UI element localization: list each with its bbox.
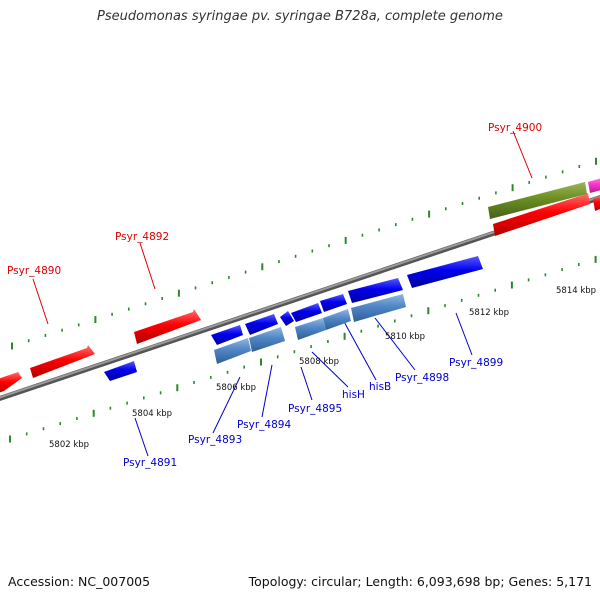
label-psyr-4893: Psyr_4893 [188,434,242,446]
label-hisH: hisH [342,389,365,401]
scale-label-5802: 5802 kbp [49,440,89,450]
label-psyr-4891: Psyr_4891 [123,457,177,469]
operon-gene-hisH[interactable] [323,309,351,330]
gene-arrow-reverse[interactable] [320,294,347,312]
scale-label-5810: 5810 kbp [385,332,425,342]
gene-arrow-forward[interactable] [593,195,600,211]
scale-label-5806: 5806 kbp [216,383,256,393]
forward-genes [0,177,600,394]
label-psyr-4890: Psyr_4890 [7,265,61,277]
label-psyr-4900: Psyr_4900 [488,122,542,134]
gene-arrow-reverse[interactable] [245,314,278,335]
gene-arrow-reverse[interactable] [291,303,322,322]
scale-labels: 5802 kbp 5804 kbp 5806 kbp 5808 kbp 5810… [49,286,596,450]
gene-arrow-psyr-4892[interactable] [134,309,201,344]
scale-label-5814: 5814 kbp [556,286,596,296]
gene-arrow-reverse[interactable] [211,325,243,345]
scale-label-5804: 5804 kbp [132,409,172,419]
gene-arrow-reverse[interactable] [280,311,294,326]
reverse-genes [104,256,483,381]
gene-arrow-forward-magenta[interactable] [588,177,600,193]
reverse-callouts [134,312,473,457]
reverse-scale-ticks [9,255,597,443]
gene-arrow-psyr-4900[interactable] [488,182,587,219]
operon-gene-psyr-4894[interactable] [249,327,285,352]
label-psyr-4898: Psyr_4898 [395,372,449,384]
gene-arrow-forward[interactable] [493,193,590,236]
forward-scale-ticks [11,157,597,350]
label-hisB: hisB [369,381,391,393]
topology-text: Topology: circular; Length: 6,093,698 bp… [248,574,592,589]
gene-arrow-forward[interactable] [0,372,22,394]
label-psyr-4894: Psyr_4894 [237,419,291,431]
gene-arrow-forward[interactable] [30,345,95,378]
gene-arrow-psyr-4899[interactable] [407,256,483,288]
gene-arrow-reverse[interactable] [348,278,403,303]
label-psyr-4899: Psyr_4899 [449,357,503,369]
label-psyr-4895: Psyr_4895 [288,403,342,415]
operon-gene-hisB[interactable] [351,294,406,322]
operon-gene-psyr-4893[interactable] [214,338,251,364]
label-psyr-4892: Psyr_4892 [115,231,169,243]
accession-text: Accession: NC_007005 [8,574,151,589]
operon-gene-psyr-4895[interactable] [295,318,326,340]
genome-title: Pseudomonas syringae pv. syringae B728a,… [97,9,503,24]
gene-arrow-psyr-4891[interactable] [104,361,137,381]
scale-label-5808: 5808 kbp [299,357,339,367]
scale-label-5812: 5812 kbp [469,308,509,318]
gene-labels: Psyr_4890 Psyr_4892 Psyr_4900 Psyr_4891 … [7,122,542,469]
forward-callouts [32,130,533,325]
